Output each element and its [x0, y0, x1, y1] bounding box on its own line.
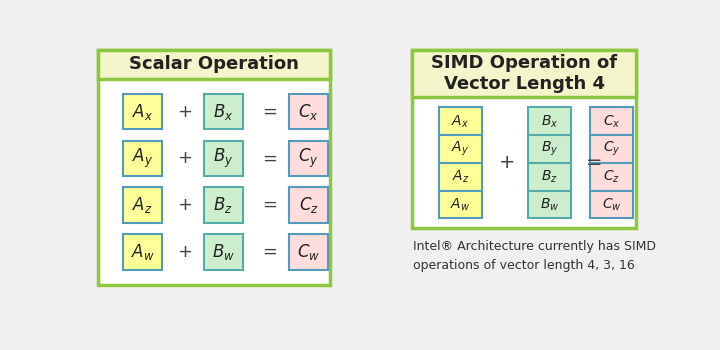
Bar — [123, 188, 162, 223]
Text: +: + — [177, 149, 192, 167]
Text: $A_{w}$: $A_{w}$ — [131, 242, 155, 262]
Bar — [528, 191, 571, 218]
Bar — [590, 107, 633, 135]
Bar — [204, 141, 243, 176]
Text: $A_{x}$: $A_{x}$ — [451, 113, 469, 130]
Bar — [204, 94, 243, 129]
Bar — [439, 107, 482, 135]
Text: $B_{x}$: $B_{x}$ — [541, 113, 558, 130]
Bar — [528, 163, 571, 191]
Text: $B_{w}$: $B_{w}$ — [212, 242, 235, 262]
Text: $C_{z}$: $C_{z}$ — [299, 195, 318, 215]
Text: $A_{z}$: $A_{z}$ — [451, 169, 469, 185]
Text: $B_{y}$: $B_{y}$ — [541, 140, 558, 158]
Text: =: = — [586, 153, 603, 173]
Bar — [289, 94, 328, 129]
Text: $A_{y}$: $A_{y}$ — [451, 140, 469, 158]
Bar — [439, 135, 482, 163]
Text: $B_{w}$: $B_{w}$ — [540, 196, 559, 213]
Bar — [123, 141, 162, 176]
Bar — [412, 50, 636, 97]
Bar — [289, 141, 328, 176]
Bar — [289, 234, 328, 270]
Text: $C_{x}$: $C_{x}$ — [603, 113, 621, 130]
Text: $C_{y}$: $C_{y}$ — [298, 147, 319, 170]
Text: =: = — [262, 243, 277, 261]
Text: $A_{z}$: $A_{z}$ — [132, 195, 153, 215]
Text: $C_{w}$: $C_{w}$ — [602, 196, 621, 213]
Text: =: = — [262, 103, 277, 121]
Bar — [528, 135, 571, 163]
Text: $B_{z}$: $B_{z}$ — [213, 195, 233, 215]
Text: $A_{w}$: $A_{w}$ — [450, 196, 471, 213]
Text: Scalar Operation: Scalar Operation — [129, 55, 299, 74]
Text: $C_{w}$: $C_{w}$ — [297, 242, 320, 262]
Bar — [439, 163, 482, 191]
Bar — [590, 191, 633, 218]
Bar — [439, 191, 482, 218]
Bar — [289, 188, 328, 223]
Bar — [123, 234, 162, 270]
Text: SIMD Operation of
Vector Length 4: SIMD Operation of Vector Length 4 — [431, 54, 617, 93]
Text: +: + — [177, 103, 192, 121]
Text: $B_{y}$: $B_{y}$ — [213, 147, 233, 170]
Bar — [123, 94, 162, 129]
Text: =: = — [262, 149, 277, 167]
Text: $C_{x}$: $C_{x}$ — [298, 102, 319, 121]
Bar — [528, 107, 571, 135]
Text: $A_{x}$: $A_{x}$ — [132, 102, 153, 121]
Bar — [412, 50, 636, 228]
Bar — [98, 50, 330, 285]
Bar — [98, 50, 330, 79]
Text: $C_{z}$: $C_{z}$ — [603, 169, 620, 185]
Bar — [590, 163, 633, 191]
Bar — [204, 234, 243, 270]
Text: +: + — [177, 196, 192, 214]
Text: $C_{y}$: $C_{y}$ — [603, 140, 621, 158]
Bar — [590, 135, 633, 163]
Text: $B_{x}$: $B_{x}$ — [213, 102, 233, 121]
Text: +: + — [499, 153, 516, 173]
Text: Intel® Architecture currently has SIMD
operations of vector length 4, 3, 16: Intel® Architecture currently has SIMD o… — [413, 240, 656, 272]
Bar — [204, 188, 243, 223]
Text: $A_{y}$: $A_{y}$ — [132, 147, 153, 170]
Text: =: = — [262, 196, 277, 214]
Text: $B_{z}$: $B_{z}$ — [541, 169, 558, 185]
Text: +: + — [177, 243, 192, 261]
